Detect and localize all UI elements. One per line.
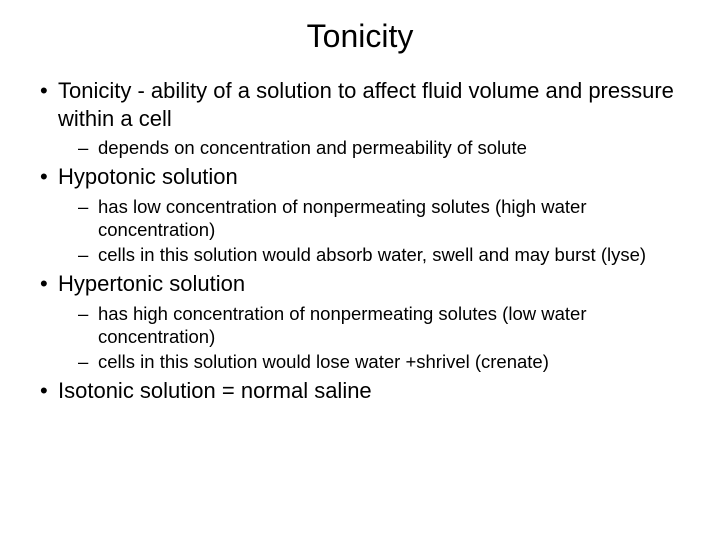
list-item: Isotonic solution = normal saline (36, 377, 684, 405)
list-item: Hypotonic solution has low concentration… (36, 163, 684, 266)
bullet-list: Tonicity - ability of a solution to affe… (36, 77, 684, 404)
list-item: Hypertonic solution has high concentrati… (36, 270, 684, 373)
sub-bullet-text: has low concentration of nonpermeating s… (98, 196, 586, 240)
sub-bullet-text: cells in this solution would lose water … (98, 351, 549, 372)
sub-list: has low concentration of nonpermeating s… (58, 195, 684, 266)
sub-list-item: cells in this solution would absorb wate… (58, 243, 684, 266)
sub-list-item: depends on concentration and permeabilit… (58, 136, 684, 159)
bullet-text: Hypertonic solution (58, 271, 245, 296)
sub-bullet-text: depends on concentration and permeabilit… (98, 137, 527, 158)
bullet-text: Hypotonic solution (58, 164, 238, 189)
sub-bullet-text: has high concentration of nonpermeating … (98, 303, 586, 347)
sub-bullet-text: cells in this solution would absorb wate… (98, 244, 646, 265)
sub-list: depends on concentration and permeabilit… (58, 136, 684, 159)
bullet-text: Tonicity - ability of a solution to affe… (58, 78, 674, 131)
list-item: Tonicity - ability of a solution to affe… (36, 77, 684, 159)
slide-title: Tonicity (36, 18, 684, 55)
sub-list: has high concentration of nonpermeating … (58, 302, 684, 373)
sub-list-item: cells in this solution would lose water … (58, 350, 684, 373)
bullet-text: Isotonic solution = normal saline (58, 378, 372, 403)
sub-list-item: has low concentration of nonpermeating s… (58, 195, 684, 241)
sub-list-item: has high concentration of nonpermeating … (58, 302, 684, 348)
